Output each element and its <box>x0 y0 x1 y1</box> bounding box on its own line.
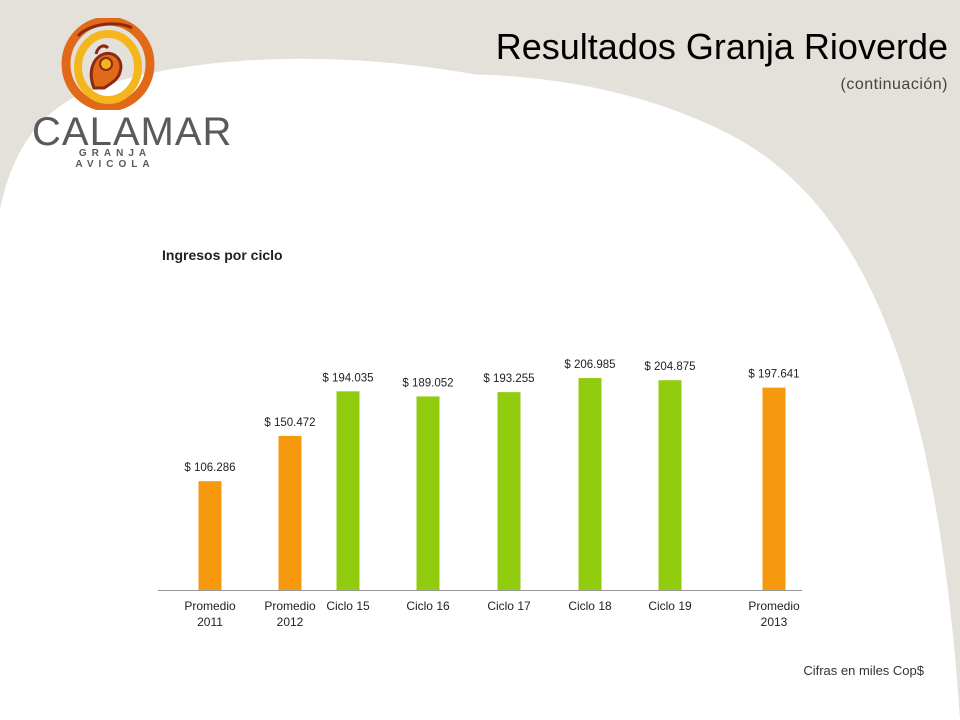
category-label-0-1: 2011 <box>197 615 223 629</box>
bar-5 <box>578 378 602 590</box>
data-label-2: $ 194.035 <box>322 372 373 384</box>
bar-2 <box>336 391 360 590</box>
bar-4 <box>497 392 521 590</box>
data-label-5: $ 206.985 <box>564 359 615 371</box>
category-label-6-0: Ciclo 19 <box>648 599 692 613</box>
bar-6 <box>658 380 682 590</box>
currency-footnote: Cifras en miles Cop$ <box>803 663 924 678</box>
data-label-4: $ 193.255 <box>483 373 534 385</box>
data-label-0: $ 106.286 <box>184 462 235 474</box>
category-label-5-0: Ciclo 18 <box>568 599 612 613</box>
data-label-3: $ 189.052 <box>402 377 453 389</box>
data-label-1: $ 150.472 <box>264 417 315 429</box>
category-label-1-0: Promedio <box>264 599 316 613</box>
category-label-7-1: 2013 <box>761 615 788 629</box>
category-label-4-0: Ciclo 17 <box>487 599 531 613</box>
category-label-7-0: Promedio <box>748 599 800 613</box>
bar-1 <box>278 435 302 590</box>
bar-3 <box>416 396 440 590</box>
bar-7 <box>762 387 786 590</box>
data-label-6: $ 204.875 <box>644 361 695 373</box>
data-label-7: $ 197.641 <box>748 369 799 381</box>
category-label-2-0: Ciclo 15 <box>326 599 370 613</box>
chart-title: Ingresos por ciclo <box>162 247 283 263</box>
category-label-0-0: Promedio <box>184 599 236 613</box>
background-curve-inner <box>13 74 960 720</box>
category-label-3-0: Ciclo 16 <box>406 599 450 613</box>
logo-tagline: GRANJA AVICOLA <box>75 148 155 170</box>
page-subtitle: (continuación) <box>840 76 948 93</box>
category-label-1-1: 2012 <box>277 615 304 629</box>
bar-0 <box>198 481 222 590</box>
page-title: Resultados Granja Rioverde <box>495 26 948 67</box>
rooster-emblem-icon <box>61 18 155 110</box>
